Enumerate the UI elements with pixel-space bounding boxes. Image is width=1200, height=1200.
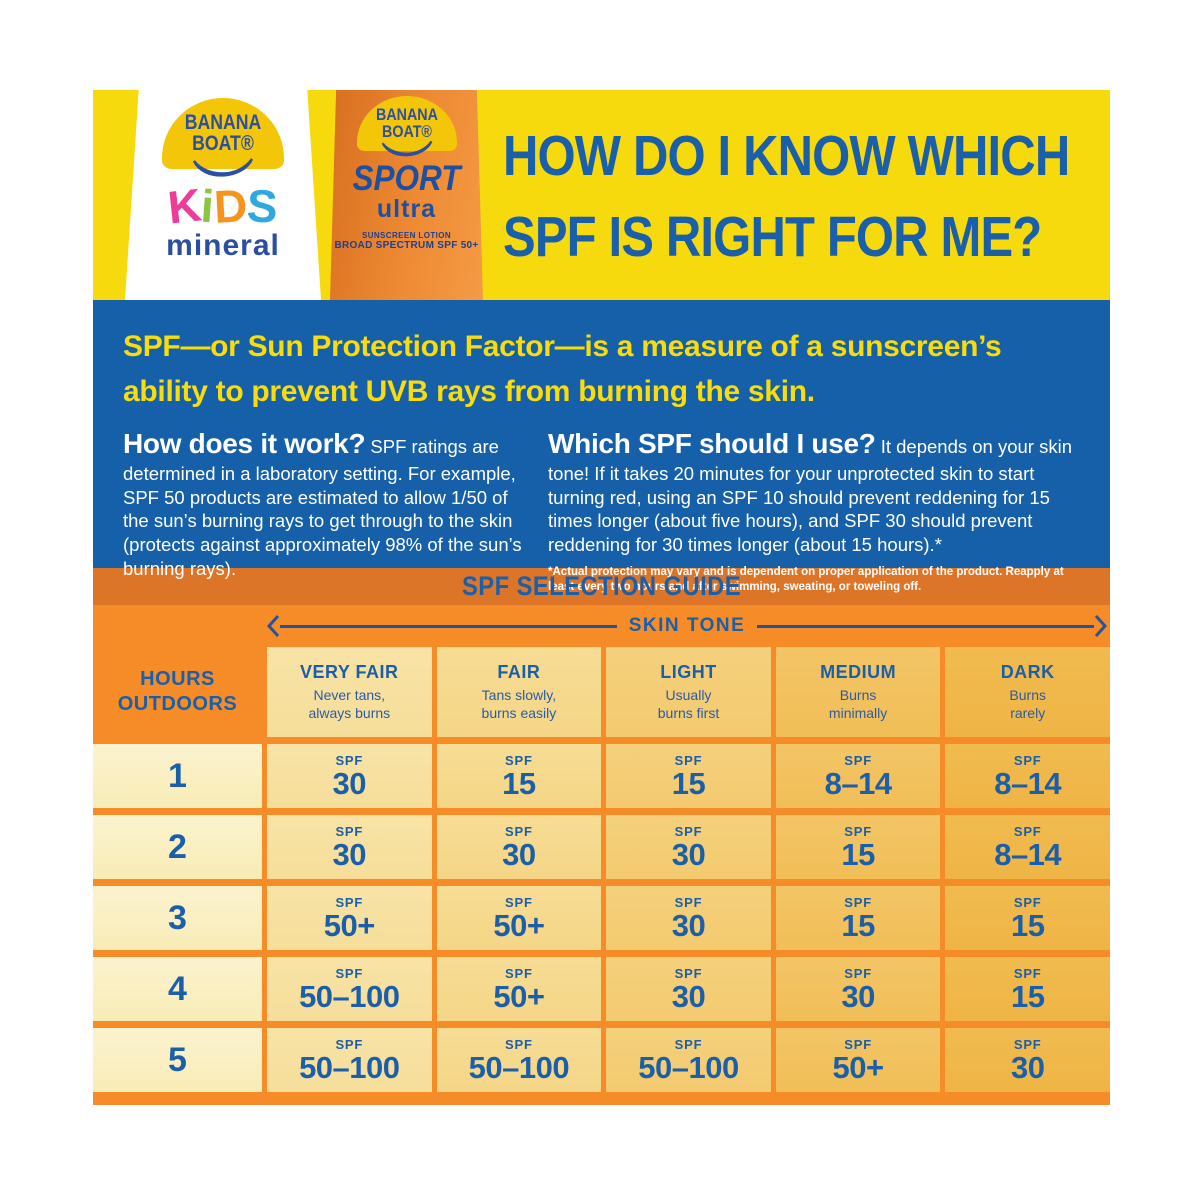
hours-outdoors-header: HOURS OUTDOORS <box>117 668 238 715</box>
spf-cell: SPF 8–14 <box>945 815 1110 879</box>
product-detail-spectrum: BROAD SPECTRUM SPF 50+ <box>334 239 479 251</box>
which-spf-column: Which SPF should I use? It depends on yo… <box>548 426 1076 596</box>
footnote-text: *Actual protection may vary and is depen… <box>548 565 1064 594</box>
spf-cell: SPF 30 <box>606 957 771 1021</box>
spf-cell: SPF 15 <box>436 744 602 808</box>
hours-cell: 5 <box>93 1028 262 1092</box>
banana-boat-logo: BANANA BOAT® <box>162 98 284 179</box>
which-spf-heading: Which SPF should I use? <box>548 428 876 459</box>
banana-boat-logo: BANANA BOAT® <box>356 96 457 159</box>
product-subname-ultra: ultra <box>376 194 437 223</box>
spf-grid: HOURS OUTDOORS VERY FAIR Never tans, alwa… <box>93 647 1110 1092</box>
how-it-works-column: How does it work? SPF ratings are determ… <box>123 426 528 596</box>
spf-cell: SPF 15 <box>945 957 1110 1021</box>
product-sport-ultra-bottle: BANANA BOAT® SPORT ultra SUNSCREEN LOTIO… <box>330 90 483 300</box>
spf-cell: SPF 50–100 <box>436 1028 602 1092</box>
brand-word: BOAT® <box>381 122 432 142</box>
spf-cell: SPF 50–100 <box>267 1028 432 1092</box>
page-title-line1: HOW DO I KNOW WHICH <box>503 124 1070 188</box>
product-detail-lotion: SUNSCREEN LOTION <box>361 230 452 240</box>
spf-cell: SPF 15 <box>606 744 771 808</box>
logo-arch: BANANA BOAT® <box>356 96 457 151</box>
spf-cell: SPF 30 <box>606 886 771 950</box>
brand-word: BOAT® <box>192 132 254 156</box>
spf-cell: SPF 50+ <box>267 886 432 950</box>
spf-cell: SPF 15 <box>775 815 941 879</box>
skin-tone-axis: SKIN TONE <box>267 605 1110 647</box>
product-name-sport: SPORT <box>352 158 461 198</box>
spf-cell: SPF 50–100 <box>606 1028 771 1092</box>
spf-cell: SPF 30 <box>775 957 941 1021</box>
tone-header-light: LIGHT Usually burns first <box>606 647 771 737</box>
spf-cell: SPF 30 <box>267 815 432 879</box>
axis-line <box>757 624 1095 628</box>
spf-cell: SPF 50+ <box>436 957 602 1021</box>
brand-word: BANANA <box>375 105 438 124</box>
hours-cell: 2 <box>93 815 262 879</box>
guide-title-bar: SPF SELECTION GUIDE <box>93 568 1110 605</box>
hours-cell: 1 <box>93 744 262 808</box>
skin-tone-label: SKIN TONE <box>628 615 746 636</box>
spf-cell: SPF 8–14 <box>945 744 1110 808</box>
hours-cell: 4 <box>93 957 262 1021</box>
arrowhead-left-icon <box>267 614 280 638</box>
banana-leaf-icon <box>192 158 254 177</box>
spf-cell: SPF 30 <box>267 744 432 808</box>
product-subname-mineral: mineral <box>166 228 280 262</box>
spf-selection-table: SKIN TONE HOURS OUTDOORS VERY FAIR Never… <box>93 605 1110 1105</box>
tone-header-dark: DARK Burns rarely <box>945 647 1110 737</box>
guide-title: SPF SELECTION GUIDE <box>461 571 741 601</box>
spf-infographic: BANANA BOAT® KiDS mineral BANANA BOAT® <box>93 90 1110 1105</box>
spf-cell: SPF 8–14 <box>775 744 941 808</box>
axis-line <box>280 624 617 628</box>
header-band: BANANA BOAT® KiDS mineral BANANA BOAT® <box>93 90 1110 300</box>
tone-header-very-fair: VERY FAIR Never tans, always burns <box>267 647 432 737</box>
how-it-works-heading: How does it work? <box>123 428 366 459</box>
spf-cell: SPF 30 <box>945 1028 1110 1092</box>
product-name-kids: KiDS <box>165 178 280 234</box>
which-spf-body: It depends on your skin tone! If it take… <box>548 436 1073 555</box>
brand-word: BANANA <box>184 111 262 134</box>
explainer-columns: How does it work? SPF ratings are determ… <box>123 426 1076 596</box>
spf-cell: SPF 15 <box>775 886 941 950</box>
intro-text: SPF—or Sun Protection Factor—is a measur… <box>123 330 1002 408</box>
tone-header-fair: FAIR Tans slowly, burns easily <box>436 647 602 737</box>
tone-header-medium: MEDIUM Burns minimally <box>775 647 941 737</box>
spf-cell: SPF 50–100 <box>267 957 432 1021</box>
product-kids-mineral-bottle: BANANA BOAT® KiDS mineral <box>125 90 321 300</box>
banana-leaf-icon <box>381 140 432 156</box>
spf-cell: SPF 50+ <box>436 886 602 950</box>
hours-cell: 3 <box>93 886 262 950</box>
how-it-works-body: SPF ratings are determined in a laborato… <box>123 436 522 579</box>
spf-cell: SPF 30 <box>436 815 602 879</box>
spf-cell: SPF 15 <box>945 886 1110 950</box>
arrowhead-right-icon <box>1094 614 1108 638</box>
page-title: HOW DO I KNOW WHICH SPF IS RIGHT FOR ME? <box>503 116 1070 278</box>
page-title-line2: SPF IS RIGHT FOR ME? <box>503 205 1042 269</box>
spf-cell: SPF 50+ <box>775 1028 941 1092</box>
explainer-band: SPF—or Sun Protection Factor—is a measur… <box>93 300 1110 593</box>
spf-cell: SPF 30 <box>606 815 771 879</box>
